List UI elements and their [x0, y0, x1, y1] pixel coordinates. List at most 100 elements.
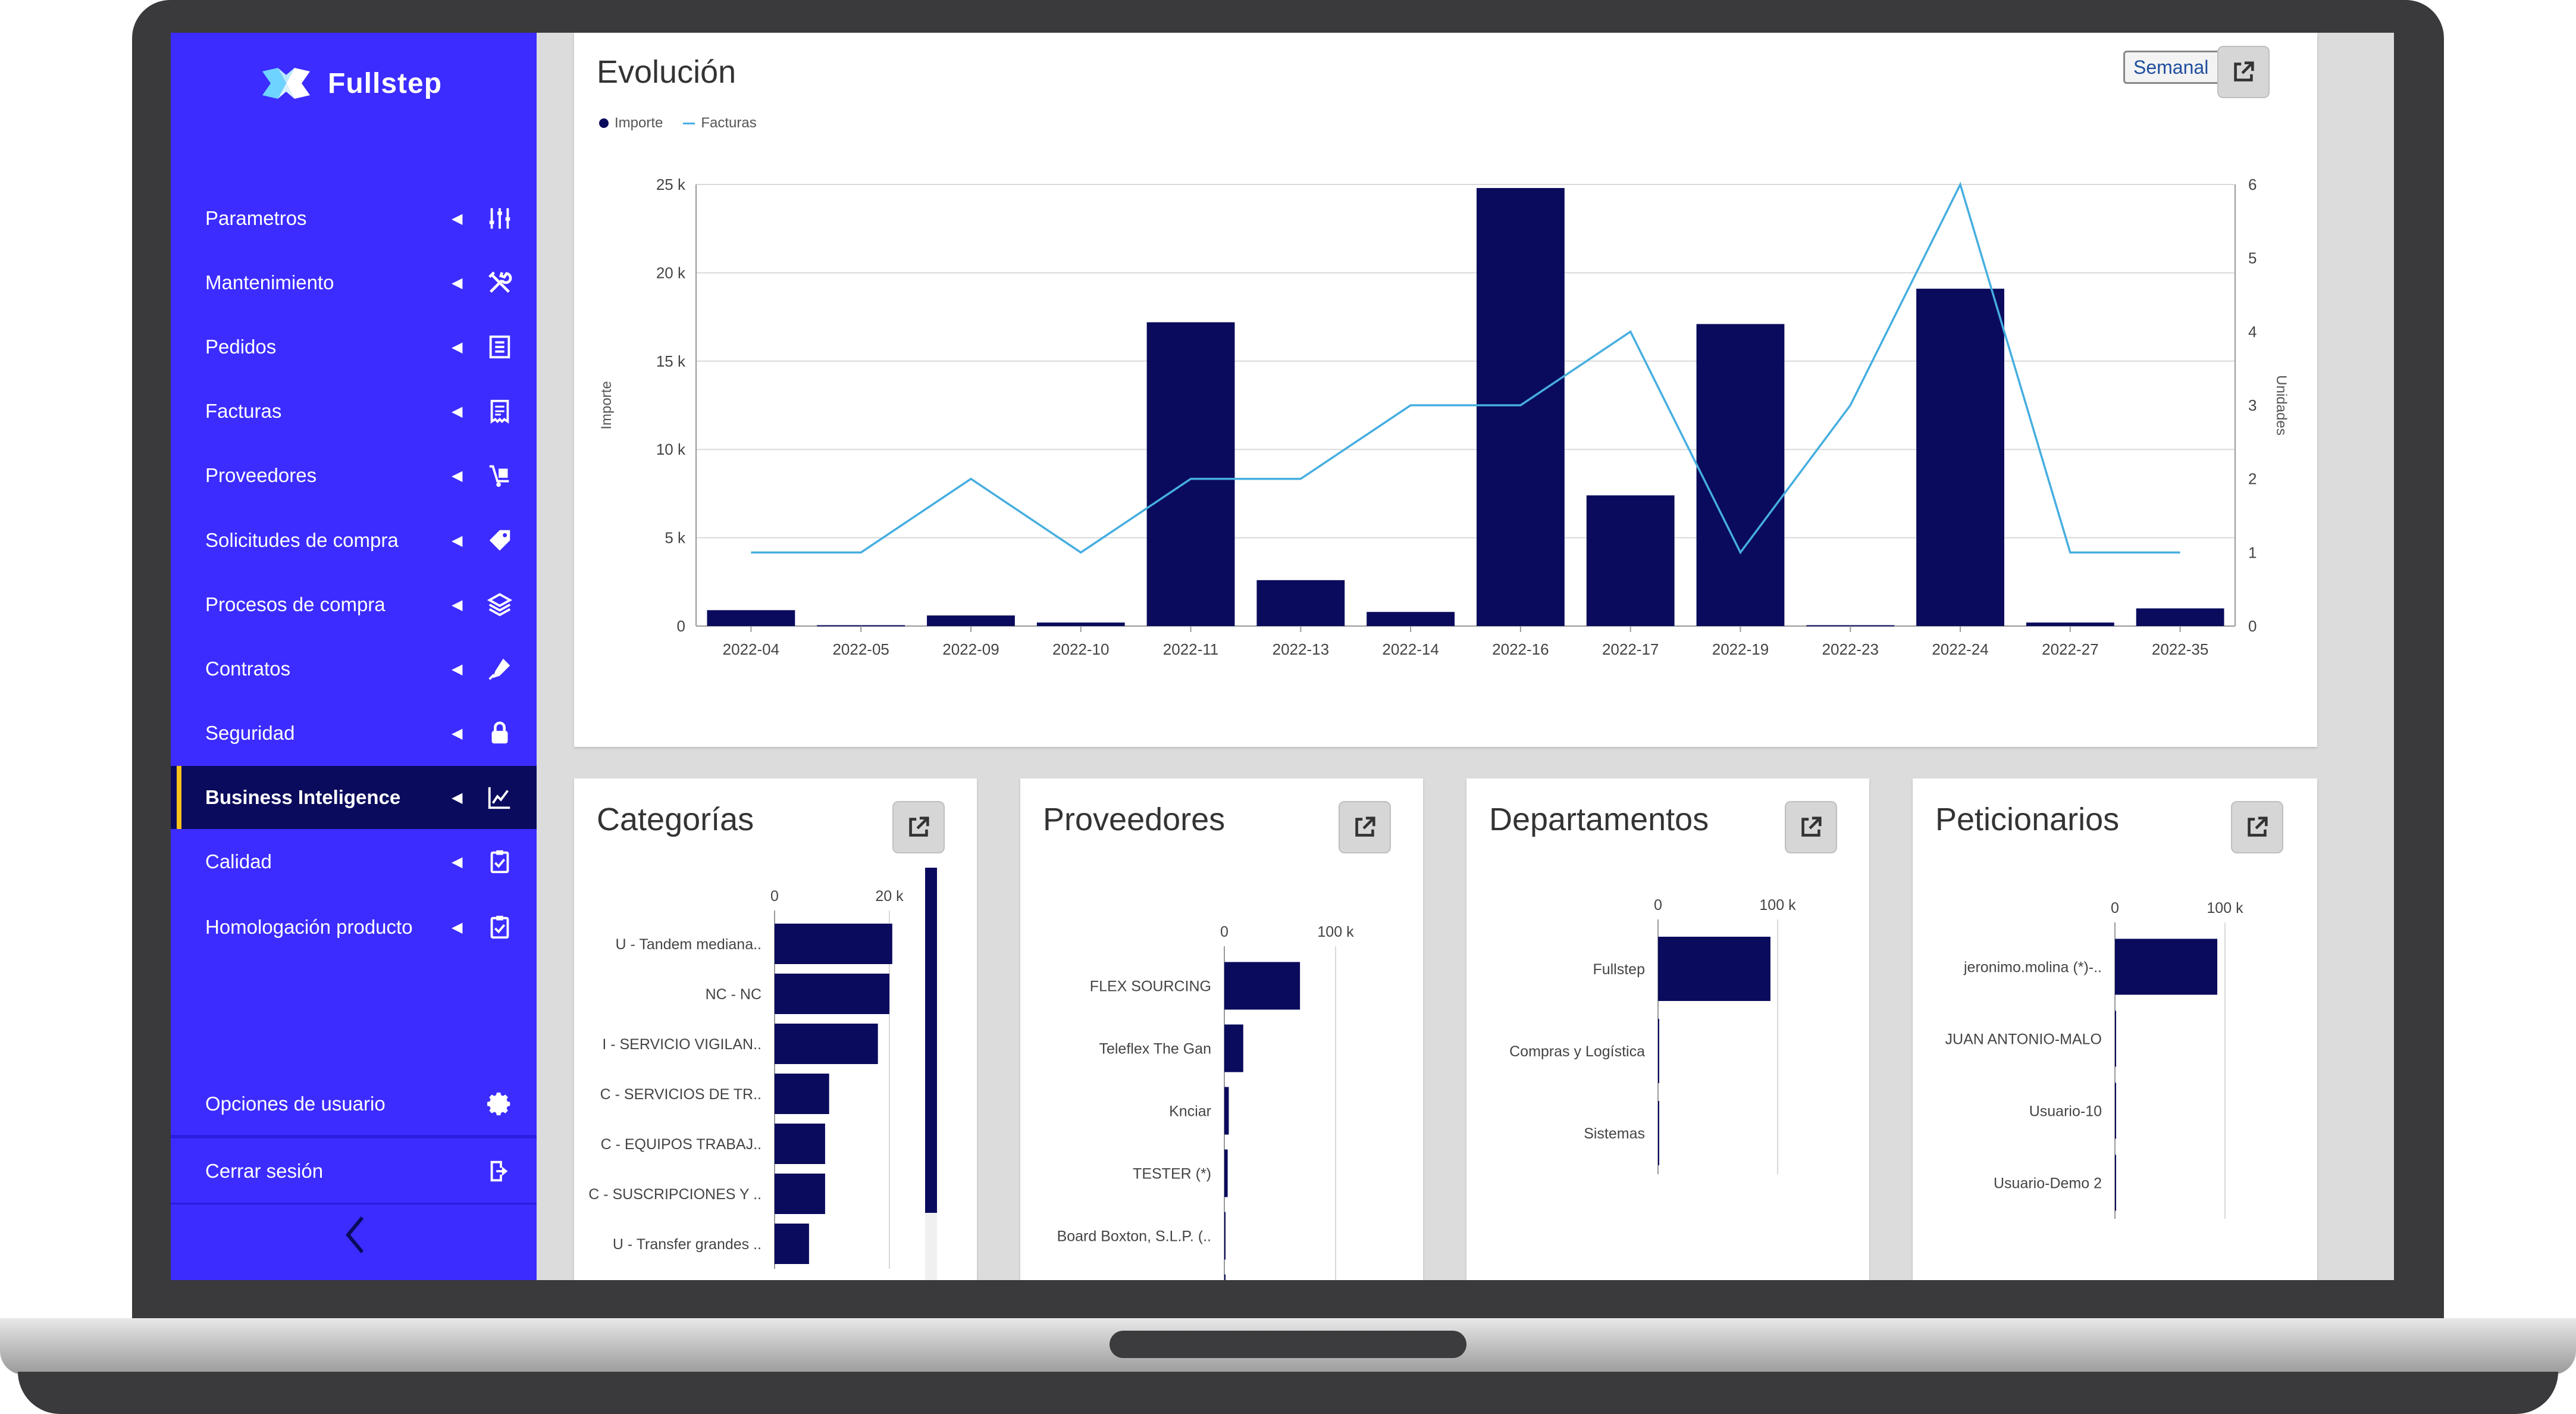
legend-label-importe: Importe [615, 115, 663, 131]
logo[interactable]: Fullstep [260, 60, 442, 107]
sidebar-item-user-options[interactable]: Opciones de usuario [171, 1072, 537, 1135]
external-link-icon [1355, 817, 1375, 837]
bar-importe [1806, 625, 1895, 627]
sidebar-item-label: Business Inteligence [205, 786, 401, 808]
x-tick-label: 2022-24 [1932, 640, 1988, 658]
y2-tick-label: 3 [2248, 396, 2257, 414]
main-content: Evolución Semanal ⌄ Importe Facturas 05 … [537, 33, 2394, 1280]
chevron-left-icon[interactable] [343, 1214, 367, 1256]
sidebar-item-parametros[interactable]: Parametros ◀ [171, 187, 537, 250]
card-title: Evolución [597, 54, 737, 90]
x-tick-label: 0 [2111, 900, 2119, 916]
bar-importe [927, 615, 1015, 626]
categorias-chart: 0 20 k U - Tandem mediana.. NC - NC I - SERV… [588, 888, 904, 1269]
category-label: Board Boxton, S.L.P. (.. [1057, 1228, 1211, 1245]
category-label: TESTER (*) [1133, 1166, 1211, 1182]
category-label: Sistemas [1584, 1125, 1645, 1142]
category-label: Teleflex The Gan [1099, 1041, 1211, 1058]
sidebar-item-label: Opciones de usuario [205, 1093, 386, 1115]
sidebar-item-contratos[interactable]: Contratos ◀ [171, 637, 537, 700]
x-tick-label: 2022-05 [832, 640, 889, 658]
bar-importe [817, 625, 905, 627]
hand-truck-icon [489, 465, 509, 487]
sidebar-divider [171, 1135, 537, 1137]
sidebar: Fullstep Parametros ◀ Mantenimiento ◀ Pedido… [171, 33, 537, 1280]
chart-scrollbar[interactable] [925, 868, 937, 1280]
card-title: Departamentos [1489, 802, 1709, 837]
category-label: Compras y Logística [1509, 1043, 1645, 1060]
bar [775, 1024, 878, 1064]
sidebar-item-label: Cerrar sesión [205, 1160, 324, 1182]
category-label: jeronimo.molina (*)-.. [1963, 959, 2102, 976]
sidebar-item-label: Seguridad [205, 722, 295, 744]
invoice-icon [490, 399, 509, 424]
sidebar-item-solicitudes-de-compra[interactable]: Solicitudes de compra ◀ [171, 509, 537, 572]
sidebar-item-business-inteligence[interactable]: Business Inteligence ◀ [171, 766, 537, 829]
bar [1224, 1212, 1226, 1260]
sidebar-item-pedidos[interactable]: Pedidos ◀ [171, 315, 537, 378]
y2-tick-label: 2 [2248, 470, 2257, 488]
sidebar-item-label: Homologación producto [205, 916, 413, 938]
category-label: NC - NC [706, 986, 761, 1003]
categorias-card: Categorías 0 20 k U - Tandem mediana.. NC -… [574, 778, 977, 1280]
caret-left-icon: ◀ [452, 919, 463, 936]
expand-button[interactable] [892, 801, 945, 853]
bar-importe [2026, 622, 2114, 626]
fullstep-logo-icon [262, 68, 310, 99]
sidebar-item-facturas[interactable]: Facturas ◀ [171, 380, 537, 443]
external-link-icon [909, 817, 929, 837]
bar [775, 1174, 825, 1214]
sidebar-item-calidad[interactable]: Calidad ◀ [171, 830, 537, 893]
caret-left-icon: ◀ [452, 467, 463, 484]
x-tick-label: 2022-09 [942, 640, 999, 658]
sidebar-item-seguridad[interactable]: Seguridad ◀ [171, 702, 537, 765]
caret-left-icon: ◀ [452, 725, 463, 742]
x-tick-label: 2022-17 [1602, 640, 1659, 658]
sidebar-item-procesos-de-compra[interactable]: Procesos de compra ◀ [171, 573, 537, 636]
legend-marker-importe [599, 118, 609, 128]
sidebar-item-label: Facturas [205, 400, 282, 422]
category-label: JUAN ANTONIO-MALO [1945, 1031, 2102, 1048]
category-label: Usuario-10 [2029, 1103, 2102, 1120]
logout-icon [490, 1160, 508, 1182]
sidebar-item-proveedores[interactable]: Proveedores ◀ [171, 444, 537, 507]
card-title: Peticionarios [1935, 802, 2120, 837]
peticionarios-card: Peticionarios 0 100 k jeronimo.molina (*)-… [1913, 778, 2317, 1280]
expand-button[interactable] [1785, 801, 1837, 853]
y2-tick-label: 5 [2248, 249, 2257, 267]
bar [2115, 1011, 2116, 1067]
y2-tick-label: 4 [2248, 323, 2257, 340]
evolucion-card: Evolución Semanal ⌄ Importe Facturas 05 … [574, 33, 2317, 747]
x-tick-label: 0 [1654, 897, 1662, 914]
peticionarios-chart: 0 100 k jeronimo.molina (*)-.. JUAN ANTONIO… [1945, 900, 2243, 1219]
sidebar-item-homologaci-n-producto[interactable]: Homologación producto ◀ [171, 896, 537, 959]
category-label: FLEX SOURCING [1090, 978, 1211, 995]
expand-button[interactable] [2217, 46, 2270, 98]
expand-button[interactable] [1339, 801, 1391, 853]
external-link-icon [2234, 61, 2254, 82]
caret-left-icon: ◀ [452, 403, 463, 420]
expand-button[interactable] [2231, 801, 2283, 853]
legend-marker-facturas [683, 122, 695, 124]
sidebar-item-label: Pedidos [205, 336, 277, 358]
y-tick-label: 25 k [656, 176, 686, 193]
sidebar-item-logout[interactable]: Cerrar sesión [171, 1140, 537, 1203]
bar [775, 1074, 829, 1114]
x-tick-label: 100 k [1759, 897, 1796, 914]
sidebar-item-label: Parametros [205, 207, 307, 229]
bar-importe [1476, 187, 1565, 626]
card-title: Proveedores [1043, 802, 1226, 837]
category-label: C - SERVICIOS DE TR.. [600, 1086, 761, 1103]
bar [775, 924, 892, 964]
sidebar-item-mantenimiento[interactable]: Mantenimiento ◀ [171, 251, 537, 314]
card-title: Categorías [597, 802, 754, 837]
chart-scrollbar-thumb[interactable] [925, 868, 937, 1213]
caret-left-icon: ◀ [452, 532, 463, 549]
x-tick-label: 100 k [2207, 900, 2243, 916]
y-tick-label: 15 k [656, 352, 686, 370]
clipboard-check-icon [490, 915, 509, 939]
lock-icon [491, 721, 508, 744]
line-chart-icon [488, 787, 510, 809]
layers-icon [487, 593, 513, 617]
category-label: I - SERVICIO VIGILAN.. [602, 1036, 761, 1053]
